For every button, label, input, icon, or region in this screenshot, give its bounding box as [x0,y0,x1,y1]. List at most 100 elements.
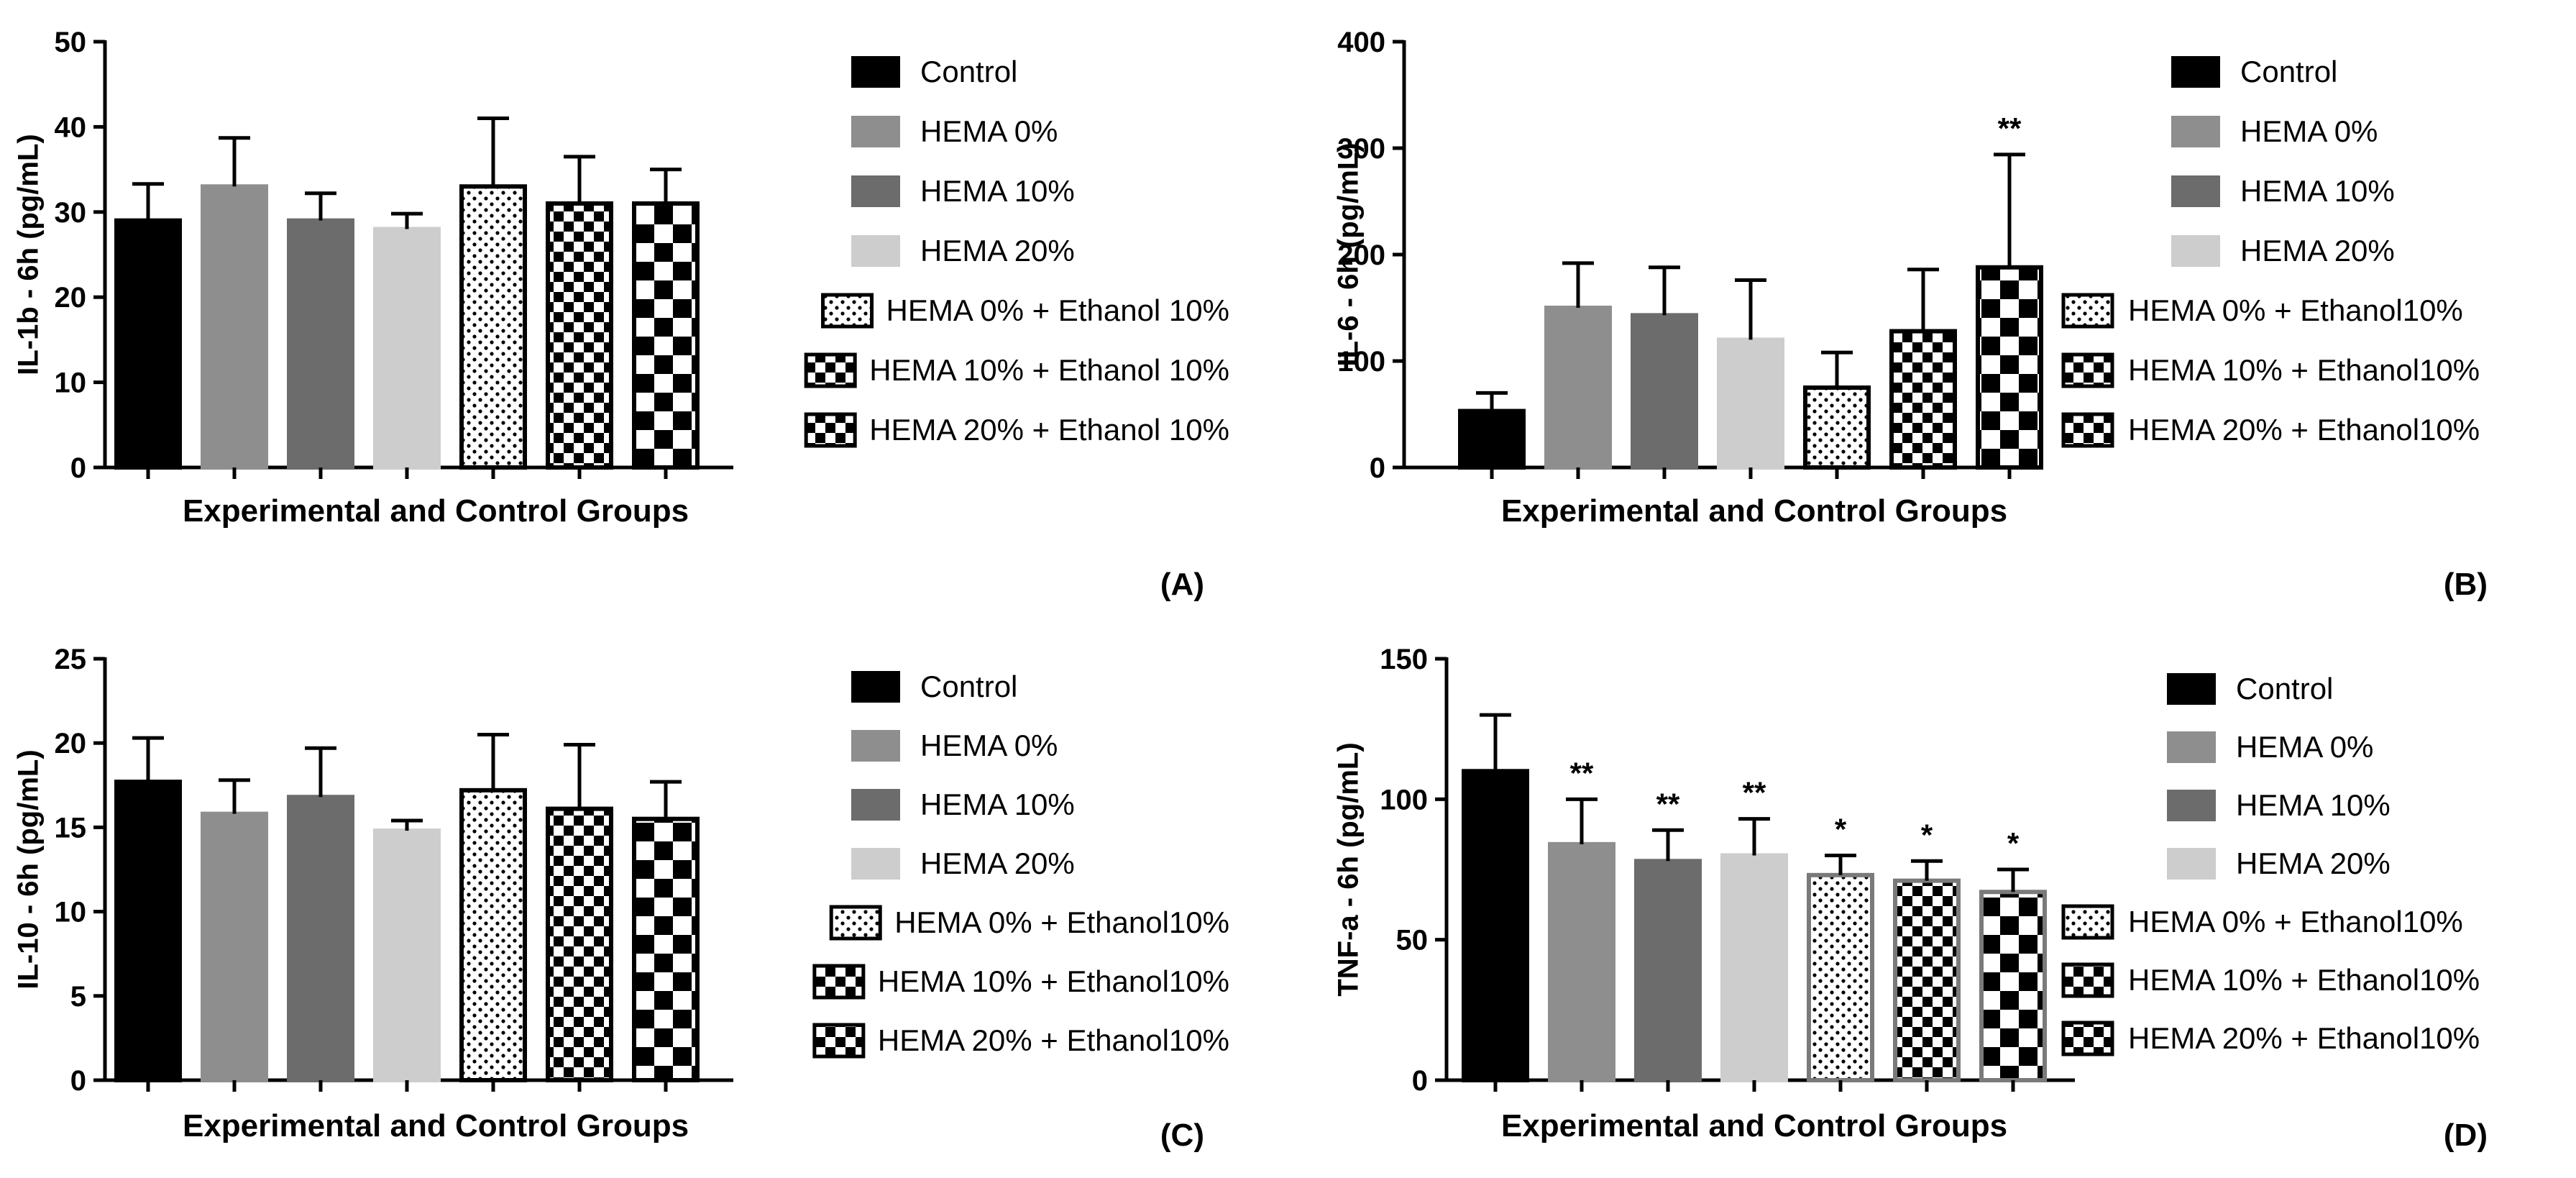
y-tick-label: 0 [70,1065,86,1097]
legend-label-hema-20-ethanol10: HEMA 20% + Ethanol10% [2128,1021,2480,1055]
panel-c: 0 5 10 15 20 25 IL-10 - 6h (pg/mL) Experimental… [13,644,1229,1153]
legend-label-hema-20: HEMA 20% [920,234,1075,268]
legend-label-control: Control [2240,55,2337,88]
bar-hema-20 [373,227,441,470]
legend-label-hema-20: HEMA 20% [2236,846,2391,880]
bar-hema-20 [1720,853,1788,1082]
legend-label-control: Control [920,55,1017,88]
legend-swatch-hema-10-ethanol10 [812,964,866,1000]
legend-swatch-hema-10-ethanol10 [2061,962,2114,998]
bar-hema-10 [287,218,354,470]
panel-label: (C) [1160,1118,1204,1153]
y-tick-label: 0 [1412,1065,1428,1097]
bar-hema-0 [201,811,268,1082]
legend-swatch-control [851,56,900,88]
legend-swatch-hema-0-ethanol-10 [821,293,874,329]
bar-hema-20-ethanol10 [1979,890,2047,1082]
bar-control [1458,408,1526,470]
legend-swatch-hema-10 [2171,175,2220,207]
significance-marker: ** [1570,756,1594,790]
legend-swatch-hema-20 [2167,848,2216,880]
legend-swatch-hema-20-ethanol-10 [804,412,857,448]
bar-hema-20 [373,828,441,1082]
bar-control [114,218,182,470]
legend-label-hema-0: HEMA 0% [920,729,1058,762]
legend-label-hema-0-ethanol10: HEMA 0% + Ethanol10% [894,905,1229,939]
legend-label-control: Control [920,670,1017,703]
significance-marker: * [1921,818,1933,851]
bar-hema-20-ethanol10 [632,816,700,1083]
legend-swatch-hema-10 [851,789,900,821]
legend-label-hema-20-ethanol10: HEMA 20% + Ethanol10% [2128,413,2480,447]
y-tick-label: 5 [70,981,86,1013]
y-axis-title: IL-10 - 6h (pg/mL) [13,749,45,989]
bar-hema-0-ethanol10 [1807,872,1874,1083]
y-axis-title: IL-6 - 6h (pg/mL) [1333,142,1365,366]
legend-label-hema-20-ethanol-10: HEMA 20% + Ethanol 10% [869,413,1229,447]
legend-label-hema-20-ethanol10: HEMA 20% + Ethanol10% [878,1023,1229,1057]
y-tick-label: 25 [55,644,87,675]
y-tick-label: 20 [55,282,87,314]
legend-swatch-hema-0-ethanol10 [2061,293,2114,329]
panel-label: (D) [2444,1118,2488,1153]
bar-control [1462,769,1529,1083]
legend-swatch-hema-20 [851,848,900,880]
bar-hema-10-ethanol10 [1889,329,1957,470]
panel-label: (A) [1160,567,1204,602]
legend-swatch-hema-0 [851,116,900,147]
y-tick-label: 0 [1370,452,1385,484]
bar-hema-0-ethanol10 [459,787,527,1083]
legend-swatch-hema-10 [851,175,900,207]
bar-hema-20-ethanol-10 [632,201,700,470]
legend-swatch-hema-20 [851,235,900,267]
y-tick-label: 40 [55,111,87,143]
y-axis-title: IL-1b - 6h (pg/mL) [13,134,45,375]
panel-b: 0 100 200 300 400 IL-6 - 6h (pg/mL) Experiment… [1333,27,2488,602]
x-axis-title: Experimental and Control Groups [183,493,689,529]
bar-hema-0 [1548,841,1615,1082]
legend-label-hema-0-ethanol10: HEMA 0% + Ethanol10% [2128,905,2463,939]
legend-swatch-hema-0-ethanol10 [829,905,882,941]
bar-hema-10 [287,795,354,1082]
legend-swatch-hema-0-ethanol10 [2061,904,2114,940]
panel-a: 0 10 20 30 40 50 IL-1b - 6h (pg/mL) Experimenta… [13,27,1229,602]
panel-label: (B) [2444,567,2488,602]
legend-label-hema-10-ethanol10: HEMA 10% + Ethanol10% [878,964,1229,998]
y-tick-label: 100 [1337,346,1385,378]
legend-label-control: Control [2236,672,2333,706]
legend-swatch-hema-0 [851,730,900,762]
bar-hema-0 [201,184,268,470]
legend-label-hema-0: HEMA 0% [920,114,1058,148]
y-tick-label: 10 [55,367,87,399]
y-tick-label: 100 [1380,784,1428,816]
y-tick-label: 300 [1337,133,1385,165]
legend-swatch-hema-0 [2171,116,2220,147]
y-tick-label: 50 [55,27,87,58]
legend-label-hema-10: HEMA 10% [920,787,1075,821]
y-tick-label: 30 [55,197,87,229]
y-tick-label: 20 [55,728,87,759]
legend-swatch-control [851,671,900,703]
significance-marker: * [2007,826,2020,860]
significance-marker: ** [1743,776,1766,810]
bar-hema-20-ethanol10 [1976,265,2043,470]
bar-hema-10-ethanol10 [1893,878,1961,1083]
legend-label-hema-10: HEMA 10% [2240,174,2395,208]
legend-swatch-hema-0 [2167,731,2216,763]
bar-hema-10-ethanol10 [546,806,613,1082]
legend-label-hema-0: HEMA 0% [2240,114,2378,148]
significance-marker: ** [1656,787,1680,821]
legend-swatch-hema-10-ethanol10 [2061,352,2114,388]
legend-label-hema-0-ethanol10: HEMA 0% + Ethanol10% [2128,293,2463,327]
bar-hema-0-ethanol-10 [459,184,527,470]
bar-control [114,780,182,1083]
legend-swatch-hema-10-ethanol-10 [804,352,857,388]
y-tick-label: 50 [1396,925,1429,956]
legend-swatch-hema-20-ethanol10 [2061,1021,2114,1056]
x-axis-title: Experimental and Control Groups [1501,1108,2007,1143]
legend-label-hema-0-ethanol-10: HEMA 0% + Ethanol 10% [886,293,1229,327]
bar-hema-10 [1634,859,1702,1083]
y-tick-label: 0 [70,452,86,484]
y-tick-label: 400 [1337,27,1385,58]
